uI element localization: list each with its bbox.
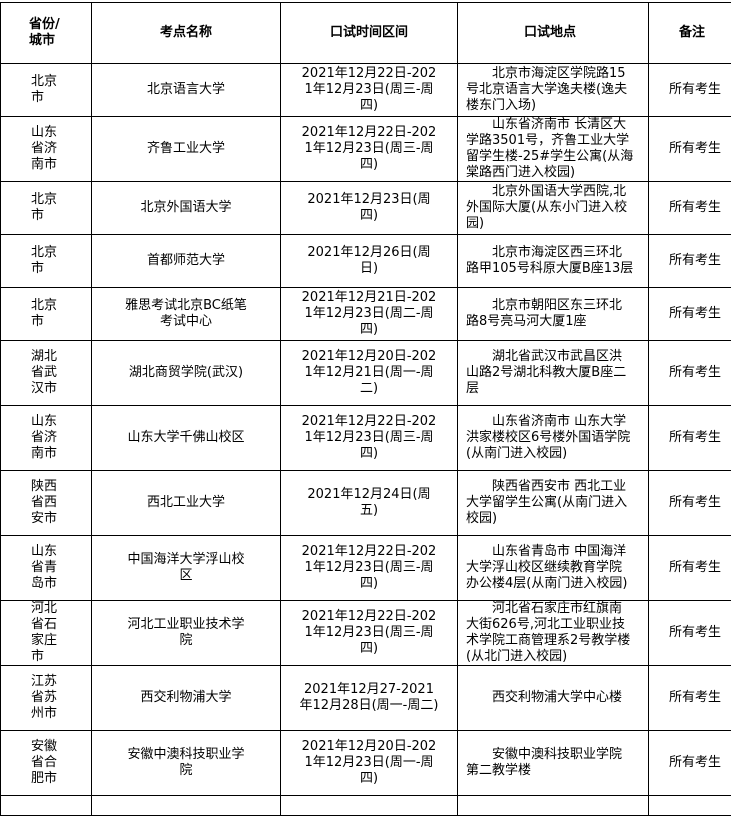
time-range-cell: 2021年12月20日-2021年12月23日(周一-周四) — [281, 731, 458, 796]
site-name-cell: 齐鲁工业大学 — [92, 117, 281, 182]
time-range-cell: 2021年12月22日-2021年12月23日(周三-周四) — [281, 536, 458, 601]
note-cell: 所有考生 — [649, 235, 731, 288]
note-cell: 所有考生 — [649, 471, 731, 536]
address-cell: 北京市海淀区西三环北路甲105号科原大厦B座13层 — [458, 235, 649, 288]
site-name-cell: 雅思考试北京BC纸笔考试中心 — [92, 288, 281, 341]
city-cell: 江苏省苏州市 — [1, 666, 92, 731]
header-site: 考点名称 — [92, 3, 281, 64]
note-cell: 所有考生 — [649, 666, 731, 731]
note-cell: 所有考生 — [649, 406, 731, 471]
address-cell: 山东省青岛市 中国海洋大学浮山校区继续教育学院办公楼4层(从南门进入校园) — [458, 536, 649, 601]
city-cell: 北京市 — [1, 288, 92, 341]
header-time: 口试时间区间 — [281, 3, 458, 64]
city-cell: 北京市 — [1, 235, 92, 288]
address-cell: 北京市海淀区学院路15号北京语言大学逸夫楼(逸夫楼东门入场) — [458, 64, 649, 117]
table-row: 湖北省武汉市湖北商贸学院(武汉)2021年12月20日-2021年12月21日(… — [1, 341, 731, 406]
city-cell: 安徽省合肥市 — [1, 731, 92, 796]
city-cell: 湖北省武汉市 — [1, 341, 92, 406]
address-cell: 陕西省西安市 西北工业大学留学生公寓(从南门进入校园) — [458, 471, 649, 536]
address-cell: 北京外国语大学西院,北外国际大厦(从东小门进入校园) — [458, 182, 649, 235]
address-cell: 山东省济南市 长清区大学路3501号，齐鲁工业大学留学生楼-25#学生公寓(从海… — [458, 117, 649, 182]
note-cell: 所有考生 — [649, 601, 731, 666]
note-cell: 所有考生 — [649, 182, 731, 235]
site-name-cell: 西北工业大学 — [92, 471, 281, 536]
time-range-cell: 2021年12月22日-2021年12月23日(周三-周四) — [281, 117, 458, 182]
site-name-cell: 中国海洋大学浮山校区 — [92, 536, 281, 601]
site-name-cell: 首都师范大学 — [92, 235, 281, 288]
time-range-cell: 2021年12月27-2021年12月28日(周一-周二) — [281, 666, 458, 731]
note-cell: 所有考生 — [649, 64, 731, 117]
address-cell: 山东省济南市 山东大学洪家楼校区6号楼外国语学院(从南门进入校园) — [458, 406, 649, 471]
note-cell: 所有考生 — [649, 536, 731, 601]
note-cell: 所有考生 — [649, 288, 731, 341]
time-range-cell: 2021年12月22日-2021年12月23日(周三-周四) — [281, 64, 458, 117]
site-name-cell: 安徽中澳科技职业学院 — [92, 731, 281, 796]
time-range-cell: 2021年12月21日-2021年12月23日(周二-周四) — [281, 288, 458, 341]
header-row: 省份/城市 考点名称 口试时间区间 口试地点 备注 — [1, 3, 731, 64]
city-cell: 北京市 — [1, 64, 92, 117]
site-name-cell: 湖北商贸学院(武汉) — [92, 341, 281, 406]
time-range-cell: 2021年12月20日-2021年12月21日(周一-周二) — [281, 341, 458, 406]
address-cell: 湖北省武汉市武昌区洪山路2号湖北科教大厦B座二层 — [458, 341, 649, 406]
time-range-cell: 2021年12月26日(周日) — [281, 235, 458, 288]
site-name-cell: 河北工业职业技术学院 — [92, 601, 281, 666]
city-cell: 山东省青岛市 — [1, 536, 92, 601]
city-cell: 山东省济南市 — [1, 117, 92, 182]
address-cell: 西交利物浦大学中心楼 — [458, 666, 649, 731]
address-cell: 安徽中澳科技职业学院第二教学楼 — [458, 731, 649, 796]
site-name-cell: 北京外国语大学 — [92, 182, 281, 235]
time-range-cell: 2021年12月22日-2021年12月23日(周三-周四) — [281, 601, 458, 666]
header-note: 备注 — [649, 3, 731, 64]
note-cell: 所有考生 — [649, 731, 731, 796]
city-cell: 山东省济南市 — [1, 406, 92, 471]
time-range-cell: 2021年12月24日(周五) — [281, 471, 458, 536]
city-cell: 陕西省西安市 — [1, 471, 92, 536]
note-cell: 所有考生 — [649, 341, 731, 406]
site-name-cell: 山东大学千佛山校区 — [92, 406, 281, 471]
address-cell: 北京市朝阳区东三环北路8号亮马河大厦1座 — [458, 288, 649, 341]
site-name-cell: 北京语言大学 — [92, 64, 281, 117]
header-address: 口试地点 — [458, 3, 649, 64]
note-cell: 所有考生 — [649, 117, 731, 182]
header-city: 省份/城市 — [1, 3, 92, 64]
time-range-cell: 2021年12月23日(周四) — [281, 182, 458, 235]
site-name-cell: 西交利物浦大学 — [92, 666, 281, 731]
city-cell: 北京市 — [1, 182, 92, 235]
time-range-cell: 2021年12月22日-2021年12月23日(周三-周四) — [281, 406, 458, 471]
address-cell: 河北省石家庄市红旗南大街626号,河北工业职业技术学院工商管理系2号教学楼(从北… — [458, 601, 649, 666]
city-cell: 河北省石家庄市 — [1, 601, 92, 666]
